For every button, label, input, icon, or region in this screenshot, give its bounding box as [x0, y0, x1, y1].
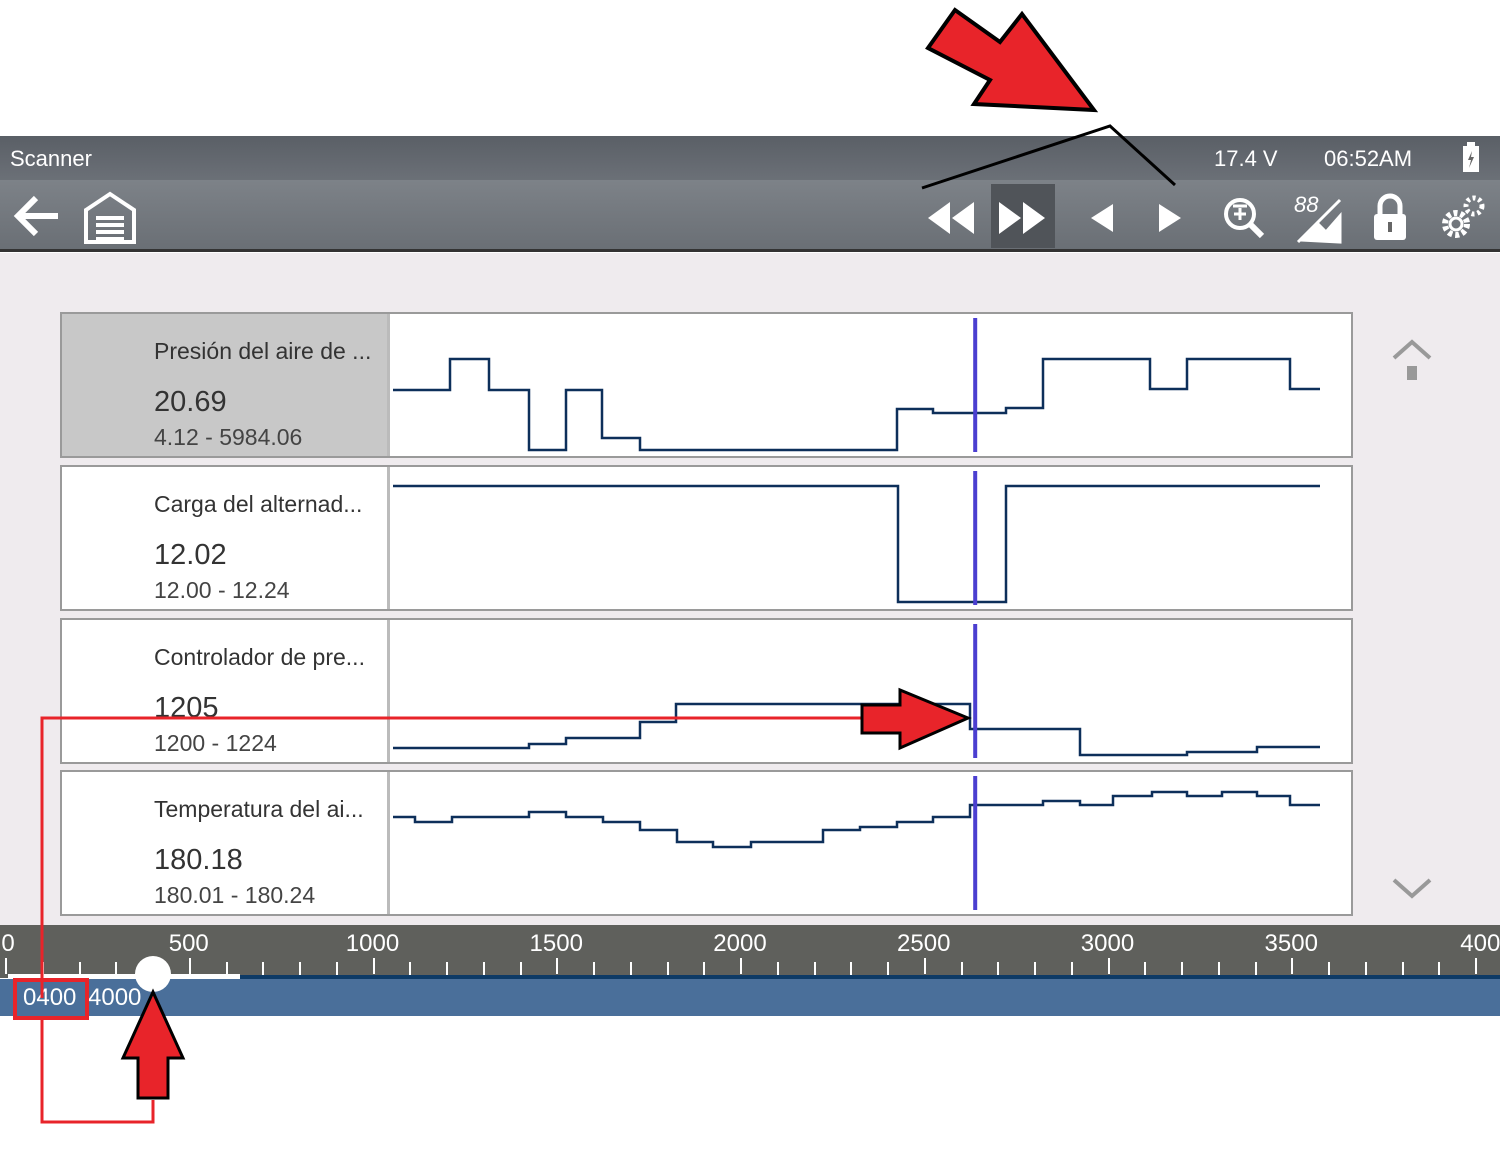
back-arrow-icon[interactable]: [10, 188, 66, 244]
ruler-tick: [1070, 962, 1073, 978]
ruler-label: 2000: [713, 930, 767, 957]
scroll-down-icon[interactable]: [1390, 872, 1434, 906]
annotation-arrow-down-right: [925, 7, 1099, 113]
clock: 06:52AM: [1324, 146, 1413, 171]
zoom-icon[interactable]: [1218, 188, 1274, 244]
ruler-tick: [372, 958, 375, 974]
pid-panel[interactable]: Temperatura del ai... 180.18 180.01 - 18…: [60, 770, 1353, 916]
pid-label[interactable]: Controlador de pre... 1205 1200 - 1224: [62, 620, 390, 762]
ruler-label: 1000: [345, 930, 400, 957]
ruler-tick: [740, 958, 742, 974]
ruler-tick: [5, 958, 7, 974]
ruler-tick: [188, 958, 191, 974]
pid-range: 12.00 - 12.24: [154, 577, 290, 603]
ruler-label: 1500: [529, 930, 583, 957]
pid-value: 180.18: [154, 844, 243, 876]
app-title: Scanner: [10, 146, 92, 171]
ruler-tick: [1254, 962, 1257, 978]
ruler-label: 3500: [1264, 930, 1318, 957]
step-back-icon[interactable]: [1075, 188, 1131, 244]
pid-panel[interactable]: Presión del aire de ... 20.69 4.12 - 598…: [60, 312, 1353, 458]
ruler-tick: [960, 962, 963, 978]
settings-gear-icon[interactable]: [1436, 188, 1492, 244]
lock-icon[interactable]: [1362, 188, 1418, 244]
home-garage-icon[interactable]: [82, 188, 138, 244]
scroll-up-icon[interactable]: [1390, 336, 1434, 386]
pid-value: 1205: [154, 692, 219, 724]
pid-name: Controlador de pre...: [154, 644, 365, 670]
timeline-slider-handle[interactable]: [135, 956, 171, 992]
pid-panel[interactable]: Carga del alternad... 12.02 12.00 - 12.2…: [60, 465, 1353, 611]
ruler-tick: [997, 962, 1000, 978]
ruler-tick: [1217, 962, 1220, 978]
pid-value: 12.02: [154, 539, 227, 571]
ruler-tick: [1107, 958, 1110, 974]
fast-forward-icon[interactable]: [995, 188, 1051, 244]
ruler-tick: [1438, 962, 1441, 978]
ruler-label: 4000: [1460, 930, 1500, 957]
pid-range: 4.12 - 5984.06: [154, 424, 303, 450]
pid-name: Carga del alternad...: [154, 491, 363, 517]
pid-label[interactable]: Temperatura del ai... 180.18 180.01 - 18…: [62, 772, 390, 914]
ruler-tick: [556, 958, 559, 974]
ruler-tick: [1401, 962, 1404, 978]
ruler-tick: [1328, 962, 1330, 978]
frame-end: 4000: [88, 984, 142, 1011]
toolbar: [0, 180, 1500, 252]
ruler-tick: [1181, 962, 1183, 978]
battery-icon: [1463, 142, 1479, 172]
pid-label[interactable]: Presión del aire de ... 20.69 4.12 - 598…: [62, 314, 390, 456]
pid-range: 180.01 - 180.24: [154, 882, 316, 908]
pid-name: Temperatura del ai...: [154, 796, 364, 822]
status-bar: Scanner 17.4 V 06:52AM: [0, 136, 1500, 180]
frame-bar: 0400 4000: [0, 979, 1500, 1016]
voltage-readout: 17.4 V: [1214, 146, 1278, 171]
pid-range: 1200 - 1224: [154, 730, 277, 756]
ruler-tick: [1144, 962, 1147, 978]
ruler-tick: [1291, 958, 1294, 974]
ruler-label: 500: [168, 930, 209, 957]
frame-start: 0400: [23, 984, 77, 1011]
pid-panel[interactable]: Controlador de pre... 1205 1200 - 1224: [60, 618, 1353, 764]
ruler-tick: [1475, 958, 1477, 974]
svg-text:88: 88: [1294, 192, 1319, 217]
pid-name: Presión del aire de ...: [154, 338, 372, 364]
pid-label[interactable]: Carga del alternad... 12.02 12.00 - 12.2…: [62, 467, 390, 609]
step-forward-icon[interactable]: [1145, 188, 1201, 244]
ruler-tick: [1364, 962, 1367, 978]
fast-rewind-icon[interactable]: [922, 188, 978, 244]
graph-view-icon[interactable]: 88: [1290, 188, 1346, 244]
pid-value: 20.69: [154, 386, 227, 418]
ruler-label: 0: [1, 930, 15, 957]
callout-line: [40, 1018, 155, 1124]
ruler-tick: [1034, 962, 1036, 978]
ruler-tick: [923, 958, 926, 974]
ruler-label: 2500: [897, 930, 951, 957]
ruler-label: 3000: [1080, 930, 1135, 957]
